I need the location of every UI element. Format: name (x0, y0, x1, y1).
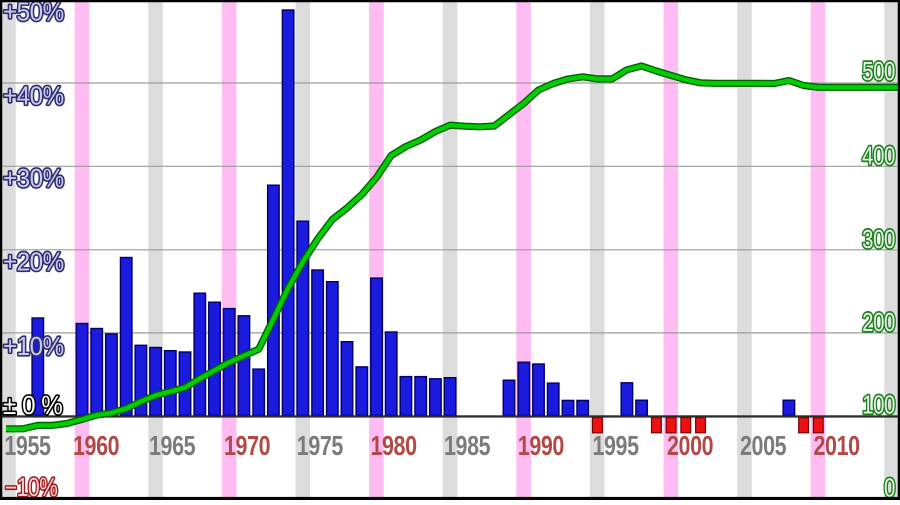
svg-text:+50%: +50% (3, 0, 64, 27)
svg-text:+40%: +40% (3, 82, 64, 111)
svg-text:200: 200 (862, 308, 895, 337)
svg-text:100: 100 (862, 390, 895, 419)
svg-text:1965: 1965 (149, 432, 196, 462)
svg-text:1995: 1995 (592, 432, 639, 462)
svg-text:2010: 2010 (814, 432, 860, 462)
svg-text:1985: 1985 (444, 432, 491, 462)
svg-text:+30%: +30% (3, 165, 64, 194)
svg-text:−10%: −10% (5, 473, 57, 500)
svg-text:500: 500 (862, 57, 895, 86)
svg-text:400: 400 (862, 141, 895, 170)
svg-text:1980: 1980 (370, 432, 416, 462)
svg-text:1970: 1970 (224, 432, 270, 462)
svg-text:2000: 2000 (667, 432, 713, 462)
svg-text:± 0 %: ± 0 % (3, 392, 63, 421)
svg-text:+10%: +10% (3, 333, 64, 362)
svg-text:300: 300 (862, 225, 895, 254)
svg-text:1955: 1955 (4, 432, 51, 462)
svg-text:2005: 2005 (740, 432, 787, 462)
svg-text:0: 0 (884, 473, 895, 500)
svg-text:1960: 1960 (73, 432, 119, 462)
svg-text:1975: 1975 (297, 432, 344, 462)
svg-text:1990: 1990 (518, 432, 564, 462)
svg-text:+20%: +20% (3, 248, 64, 277)
